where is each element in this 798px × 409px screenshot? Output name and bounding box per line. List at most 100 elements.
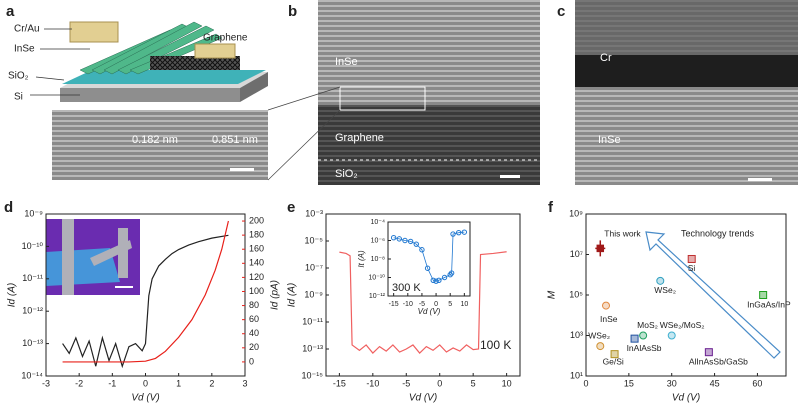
leaders (30, 28, 90, 96)
trend-arrow (645, 231, 781, 359)
data-point (455, 229, 462, 236)
y-tick-label: 10⁻⁹ (304, 289, 323, 299)
annotation: 100 K (480, 338, 511, 352)
data-point (390, 235, 397, 241)
data-point (639, 331, 648, 340)
x-tick-label: 5 (471, 378, 476, 388)
point-label: MoS₂ (637, 320, 658, 330)
y-axis-label: It (A) (357, 250, 366, 268)
y-axis-label: Id (A) (7, 283, 18, 307)
point-label: Ge/Si (603, 356, 624, 366)
label: Graphene (335, 132, 384, 144)
data-point (610, 350, 619, 359)
series-line (339, 251, 507, 354)
data-point (424, 265, 431, 271)
y2-tick-label: 100 (249, 286, 264, 296)
data-point (433, 278, 439, 284)
y-tick-label: 10⁻³ (305, 208, 323, 218)
tem-image (318, 0, 540, 105)
y2-tick-label: 0 (249, 356, 254, 366)
label: InSe (335, 56, 358, 68)
y-tick-label: 10⁻¹⁰ (368, 273, 385, 281)
x-tick-label: -1 (108, 378, 116, 388)
label: SiO₂ (335, 168, 358, 180)
data-point (436, 277, 442, 283)
point-label: WSe₂/MoS₂ (660, 320, 705, 330)
data-point (687, 254, 696, 263)
x-tick-label: 60 (752, 378, 762, 388)
data-point (448, 270, 455, 276)
point-label: This work (604, 229, 641, 239)
x-tick-label: -3 (42, 378, 50, 388)
label: InSe (14, 44, 35, 55)
annotation: 300 K (392, 282, 421, 294)
series-line (62, 220, 230, 363)
x-tick-label: -5 (419, 301, 425, 308)
y-tick-label: 10⁻¹⁴ (21, 370, 43, 380)
top-region (575, 0, 798, 55)
data-point (419, 247, 425, 253)
data-point (407, 238, 414, 245)
data-point (704, 348, 713, 357)
y-tick-label: 10⁻⁴ (371, 219, 386, 226)
data-point (596, 342, 605, 351)
y-tick-label: 10⁻⁶ (371, 237, 385, 244)
x-tick-label: -5 (402, 378, 410, 388)
data-point (402, 237, 408, 244)
y-axis-label: M (547, 290, 558, 299)
point-label: InGaAs/InP (747, 299, 791, 309)
optical-inset (46, 219, 140, 295)
x-tick-label: -10 (403, 301, 413, 308)
x-axis-label: Vd (V) (672, 393, 700, 404)
x-tick-label: 0 (434, 301, 438, 308)
label: InSe (598, 134, 621, 146)
y-tick-label: 10⁷ (570, 249, 583, 259)
y-tick-label: 10⁻¹¹ (22, 273, 43, 283)
x-tick-label: -2 (75, 378, 83, 388)
y-tick-label: 10⁻⁵ (305, 235, 324, 245)
data-point (430, 277, 436, 283)
x-tick-label: -15 (333, 378, 346, 388)
y2-tick-label: 20 (249, 342, 259, 352)
data-point (396, 236, 403, 242)
x-tick-label: -15 (389, 301, 399, 308)
y2-tick-label: 160 (249, 244, 264, 254)
point-label: WSe₂ (588, 330, 610, 340)
x-axis-label: Vd (V) (131, 393, 159, 404)
x-tick-label: 1 (176, 378, 181, 388)
data-point (656, 276, 665, 285)
y-tick-label: 10⁻¹⁰ (22, 241, 44, 251)
y2-tick-label: 140 (249, 258, 264, 268)
y-tick-label: 10⁹ (569, 208, 583, 218)
data-point (413, 241, 419, 247)
y-tick-label: 10⁻¹³ (302, 343, 323, 353)
scale-bar (230, 168, 254, 171)
y2-tick-label: 120 (249, 272, 264, 282)
panel-label: f (548, 199, 554, 216)
y-tick-label: 10⁻¹³ (22, 338, 43, 348)
panel-label: d (4, 199, 13, 216)
data-point (461, 229, 468, 235)
x-tick-label: 15 (624, 378, 634, 388)
label: Cr (600, 52, 612, 64)
label: Cr/Au (14, 24, 40, 35)
label: Si (14, 92, 23, 103)
panel-label: c (557, 3, 565, 20)
x-tick-label: 5 (448, 301, 452, 308)
si-side (240, 72, 268, 102)
x-tick-label: 10 (460, 301, 468, 308)
series-line (62, 234, 229, 369)
series-connector (393, 231, 465, 282)
y2-axis-label: Id (pA) (270, 280, 281, 310)
cr-band (575, 55, 798, 87)
zoom-box (339, 86, 426, 111)
point-label: InAlAsSb (627, 343, 662, 353)
x-tick-label: 0 (583, 378, 588, 388)
si-slab (60, 88, 240, 102)
point-label: AlInAsSb/GaSb (689, 356, 748, 366)
data-point (450, 231, 456, 237)
x-tick-label: 30 (667, 378, 677, 388)
zoom-lines (267, 86, 341, 181)
y2-tick-label: 40 (249, 328, 259, 338)
